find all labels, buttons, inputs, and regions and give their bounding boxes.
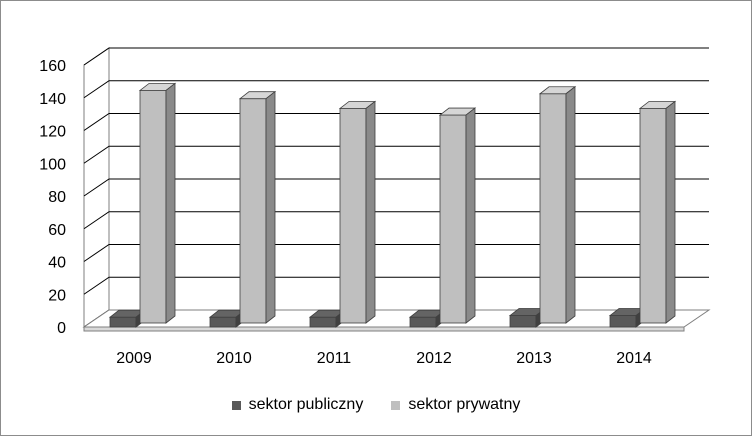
bar-side — [565, 85, 576, 324]
legend-swatch-private — [391, 400, 401, 410]
gridline — [83, 145, 709, 164]
legend: sektor publiczny sektor prywatny — [0, 394, 752, 416]
legend-label-public: sektor publiczny — [248, 396, 364, 413]
bar-front — [139, 90, 167, 324]
x-axis-ticks: 2009 2010 2011 2012 2013 2014 — [116, 350, 652, 367]
gridline — [83, 80, 709, 99]
bar-front — [509, 315, 537, 328]
bar — [538, 85, 577, 324]
bar-front — [309, 316, 337, 328]
bar-side — [165, 82, 176, 324]
y-tick-label: 60 — [48, 222, 66, 239]
bar-front — [609, 315, 637, 328]
x-tick-label: 2010 — [216, 350, 252, 367]
gridline — [83, 47, 709, 66]
bar — [338, 100, 377, 324]
x-tick-label: 2011 — [317, 350, 352, 367]
bar-front — [239, 98, 267, 324]
y-axis-ticks: 0 20 40 60 80 100 120 140 160 — [39, 58, 66, 337]
bar-front — [409, 316, 437, 328]
bar-front — [109, 316, 137, 328]
y-tick-label: 80 — [48, 189, 66, 206]
bar-front — [439, 114, 467, 324]
x-tick-label: 2014 — [616, 350, 652, 367]
y-tick-label: 120 — [39, 124, 66, 141]
y-tick-label: 0 — [57, 320, 66, 337]
gridline — [83, 244, 709, 262]
x-tick-label: 2009 — [116, 350, 152, 367]
gridline — [83, 113, 709, 131]
bar — [108, 309, 147, 328]
gridlines — [83, 47, 709, 328]
legend-item-private: sektor prywatny — [391, 396, 520, 414]
bar-front — [639, 108, 667, 324]
x-tick-label: 2013 — [516, 350, 552, 367]
bar — [138, 82, 177, 324]
legend-swatch-public — [231, 400, 241, 410]
gridline — [83, 211, 709, 230]
bar — [438, 107, 477, 324]
gridline — [83, 178, 709, 197]
gridline — [83, 276, 709, 295]
floor-front — [83, 326, 685, 332]
y-tick-label: 40 — [48, 255, 66, 272]
bar-front — [339, 108, 367, 324]
y-tick-label: 100 — [39, 156, 66, 173]
bar — [238, 90, 277, 324]
bars — [108, 82, 677, 328]
bar-side — [265, 90, 276, 324]
bar-side — [665, 100, 676, 324]
y-tick-label: 140 — [39, 91, 66, 108]
x-tick-label: 2012 — [416, 350, 452, 367]
bar-front — [209, 316, 237, 328]
bar — [638, 100, 677, 324]
y-tick-label: 20 — [48, 287, 66, 304]
bar-side — [365, 100, 376, 324]
bar-front — [539, 93, 567, 324]
legend-label-private: sektor prywatny — [408, 396, 521, 413]
y-tick-label: 160 — [39, 58, 66, 75]
legend-item-public: sektor publiczny — [231, 396, 364, 414]
bar-side — [465, 107, 476, 324]
